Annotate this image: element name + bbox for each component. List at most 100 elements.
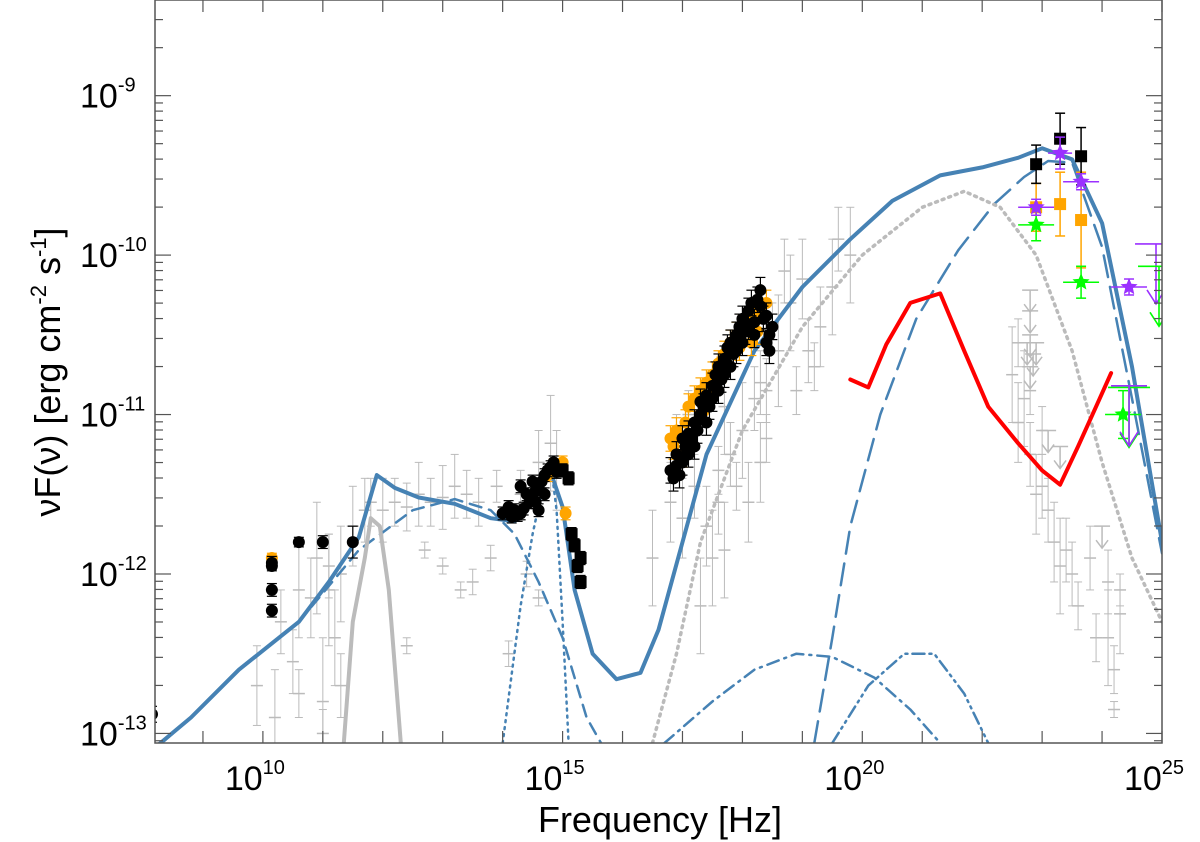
black-circle-marker [265, 560, 278, 573]
purple-star-point [1063, 172, 1100, 191]
black-circle-marker [265, 604, 278, 617]
plot-background [155, 0, 1162, 743]
black-circle-marker [688, 440, 701, 453]
black-circle-marker [529, 496, 542, 509]
black-data-point [526, 474, 539, 489]
purple-star-point [1111, 278, 1148, 296]
y-tick-label-base: 10 [80, 237, 118, 275]
black-circle-marker [694, 395, 707, 408]
upper-limit-arrow [1135, 243, 1162, 306]
black-data-point [754, 292, 767, 320]
archival-errorbar [1072, 581, 1085, 631]
y-tick-label-exp: -10 [118, 234, 147, 256]
black-circle-marker [682, 427, 695, 440]
x-tick-label: 1015 [525, 757, 585, 798]
archival-errorbar [250, 645, 263, 726]
archival-errorbar [448, 453, 461, 519]
archival-errorbar [418, 541, 431, 559]
y-axis-title-exp2: -1 [26, 237, 51, 257]
archival-errorbar [334, 653, 347, 718]
x-tick-label-base: 10 [824, 760, 862, 798]
orange-circle-marker [559, 507, 572, 520]
purple-star-point [1048, 136, 1073, 170]
black-square-marker [1075, 150, 1088, 163]
archival-errorbar [268, 669, 281, 743]
black-data-point [265, 582, 278, 597]
black-data-point [694, 388, 707, 416]
archival-upper-limit [1094, 525, 1111, 550]
y-tick-label-exp: -13 [118, 712, 147, 734]
black-circle-marker [346, 536, 359, 549]
archival-errorbar [472, 477, 485, 527]
black-circle-marker [538, 488, 551, 501]
archival-errorbar [760, 414, 773, 463]
archival-errorbar [754, 350, 767, 416]
archival-errorbar [808, 342, 821, 392]
black-square-point [574, 574, 587, 590]
y-tick-label-exp: -9 [118, 75, 136, 97]
black-square-marker [574, 575, 587, 588]
black-circle-marker [155, 709, 159, 720]
archival-errorbar [742, 461, 755, 543]
black-data-point [265, 603, 278, 618]
green-star-point [1063, 265, 1100, 299]
black-data-point [730, 337, 743, 365]
y-tick-label: 10-9 [80, 75, 136, 116]
black-circle-marker [670, 448, 683, 461]
archival-errorbar [1108, 701, 1121, 718]
model-curve-ic_gray [650, 189, 1162, 743]
x-tick-label-exp: 10 [263, 757, 285, 779]
black-circle-marker [754, 300, 767, 313]
archival-upper-limit [1022, 310, 1039, 335]
archival-errorbar [844, 206, 857, 304]
data-points-layer [155, 112, 1162, 723]
black-data-point [682, 420, 695, 448]
model-curve-disk [501, 461, 570, 743]
archival-errorbar [1030, 453, 1043, 535]
upper-limit-arrow [1111, 385, 1148, 448]
orange-square-point [1054, 171, 1067, 237]
black-square-marker [1030, 158, 1043, 171]
model-curve-sensitivity [848, 291, 1114, 487]
x-axis-title: Frequency [Hz] [538, 799, 782, 840]
model-curves-layer [157, 146, 1162, 743]
purple-star-point-marker [1027, 198, 1045, 215]
upper-limit-arrow [1138, 265, 1162, 328]
black-circle-marker [514, 480, 527, 493]
x-tick-label-base: 10 [1124, 760, 1162, 798]
archival-errorbar [646, 509, 659, 607]
archival-errorbar [334, 525, 347, 623]
archival-errorbar [454, 581, 467, 599]
black-circle-marker [766, 320, 779, 333]
black-data-point [292, 536, 305, 549]
y-axis-title-mid: s [27, 257, 68, 285]
x-tick-label: 1025 [1124, 757, 1184, 798]
black-data-point [265, 560, 278, 573]
black-square-point [562, 471, 575, 486]
archival-errorbar [502, 640, 515, 667]
archival-errorbar [730, 461, 743, 511]
archival-errorbar [718, 501, 731, 599]
archival-errorbar [436, 557, 449, 575]
purple-star-point-marker [1120, 278, 1138, 295]
orange-square-marker [1054, 198, 1067, 211]
y-tick-label-exp: -11 [118, 394, 145, 416]
archival-errorbar [694, 557, 707, 655]
green-star-point-marker [1027, 215, 1045, 233]
black-circle-marker [700, 416, 713, 429]
black-square-marker [565, 528, 578, 541]
black-square-point [1030, 144, 1043, 185]
x-tick-label-base: 10 [525, 760, 563, 798]
archival-errorbar [832, 206, 845, 272]
x-tick-label-exp: 20 [862, 757, 884, 779]
archival-errorbar [790, 366, 803, 416]
x-tick-label: 1020 [824, 757, 884, 798]
black-data-point [700, 409, 713, 436]
black-data-point [529, 495, 542, 510]
axis-ticks-layer [155, 0, 1163, 743]
model-curve-ssc [663, 652, 942, 743]
purple-star-point-marker [1072, 172, 1090, 189]
black-data-point [688, 433, 701, 460]
archival-errorbar [292, 669, 305, 718]
